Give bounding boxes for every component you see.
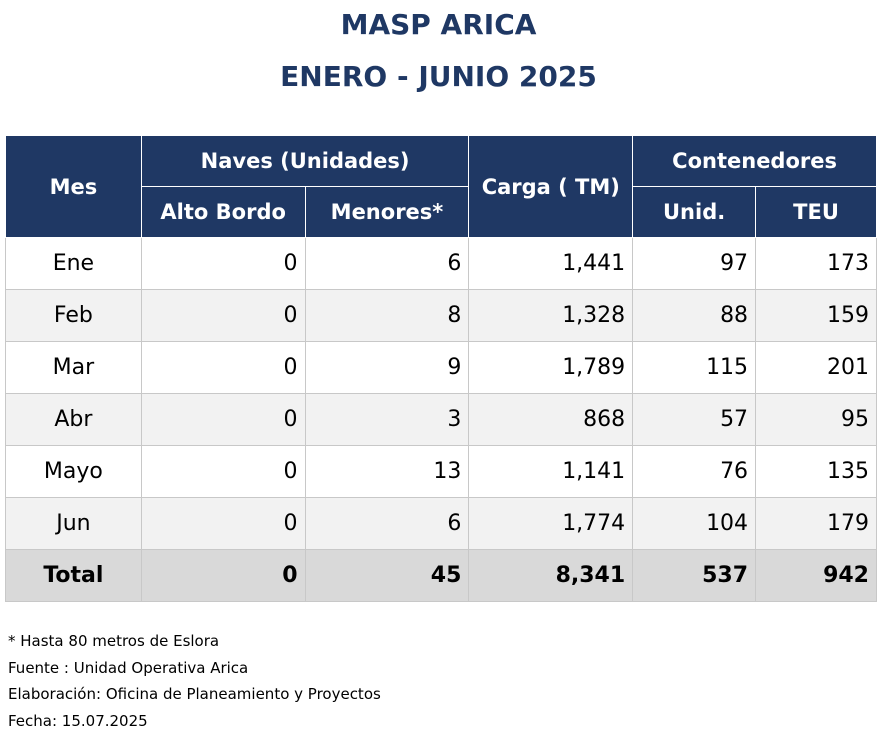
cell-unid: 76 — [632, 445, 757, 498]
header-carga: Carga ( TM) — [468, 135, 634, 238]
cell-total-alto-bordo: 0 — [140, 549, 306, 602]
cell-total-unid: 537 — [632, 549, 757, 602]
cell-unid: 88 — [632, 289, 757, 342]
header-menores: Menores* — [304, 186, 470, 238]
page-title: MASP ARICA — [340, 8, 537, 41]
cell-alto-bordo: 0 — [140, 341, 306, 394]
cell-alto-bordo: 0 — [140, 237, 306, 290]
page-subtitle: ENERO - JUNIO 2025 — [280, 60, 597, 93]
cell-teu: 95 — [755, 393, 877, 446]
cell-alto-bordo: 0 — [140, 289, 306, 342]
cell-total-teu: 942 — [755, 549, 877, 602]
cell-alto-bordo: 0 — [140, 393, 306, 446]
footnotes: * Hasta 80 metros de Eslora Fuente : Uni… — [8, 628, 381, 734]
table-row: Mar 0 9 1,789 115 201 — [5, 341, 877, 394]
cell-mes: Feb — [5, 289, 142, 342]
cell-teu: 179 — [755, 497, 877, 550]
cell-teu: 135 — [755, 445, 877, 498]
cell-carga: 1,774 — [468, 497, 634, 550]
cell-total-label: Total — [5, 549, 142, 602]
table-row: Feb 0 8 1,328 88 159 — [5, 289, 877, 342]
footnote-elaboracion: Elaboración: Oficina de Planeamiento y P… — [8, 685, 381, 703]
footnote-fecha: Fecha: 15.07.2025 — [8, 711, 148, 730]
cell-mes: Mayo — [5, 445, 142, 498]
table-row: Abr 0 3 868 57 95 — [5, 393, 877, 446]
cell-mes: Abr — [5, 393, 142, 446]
cell-mes: Jun — [5, 497, 142, 550]
cell-teu: 173 — [755, 237, 877, 290]
cell-alto-bordo: 0 — [140, 445, 306, 498]
cell-menores: 6 — [304, 237, 470, 290]
cell-unid: 57 — [632, 393, 757, 446]
cell-mes: Mar — [5, 341, 142, 394]
cell-alto-bordo: 0 — [140, 497, 306, 550]
table-row: Ene 0 6 1,441 97 173 — [5, 237, 877, 290]
table-row: Jun 0 6 1,774 104 179 — [5, 497, 877, 550]
cell-carga: 1,441 — [468, 237, 634, 290]
header-teu: TEU — [755, 186, 877, 238]
cell-menores: 6 — [304, 497, 470, 550]
cell-carga: 1,789 — [468, 341, 634, 394]
cell-carga: 868 — [468, 393, 634, 446]
header-unid: Unid. — [632, 186, 757, 238]
cell-total-menores: 45 — [304, 549, 470, 602]
cell-carga: 1,328 — [468, 289, 634, 342]
cell-unid: 115 — [632, 341, 757, 394]
statistics-table: Mes Naves (Unidades) Carga ( TM) Contene… — [5, 135, 877, 602]
cell-teu: 159 — [755, 289, 877, 342]
cell-menores: 3 — [304, 393, 470, 446]
footnote-fuente: Fuente : Unidad Operativa Arica — [8, 658, 249, 677]
cell-total-carga: 8,341 — [468, 549, 634, 602]
header-contenedores: Contenedores — [632, 135, 877, 187]
table-row: Mayo 0 13 1,141 76 135 — [5, 445, 877, 498]
cell-menores: 9 — [304, 341, 470, 394]
header-naves: Naves (Unidades) — [140, 135, 470, 187]
total-row: Total 0 45 8,341 537 942 — [5, 549, 877, 602]
cell-unid: 97 — [632, 237, 757, 290]
cell-menores: 13 — [304, 445, 470, 498]
cell-carga: 1,141 — [468, 445, 634, 498]
cell-unid: 104 — [632, 497, 757, 550]
cell-mes: Ene — [5, 237, 142, 290]
footnote-eslora: * Hasta 80 metros de Eslora — [8, 632, 220, 650]
header-alto-bordo: Alto Bordo — [140, 186, 306, 238]
cell-teu: 201 — [755, 341, 877, 394]
cell-menores: 8 — [304, 289, 470, 342]
header-mes: Mes — [5, 135, 142, 238]
